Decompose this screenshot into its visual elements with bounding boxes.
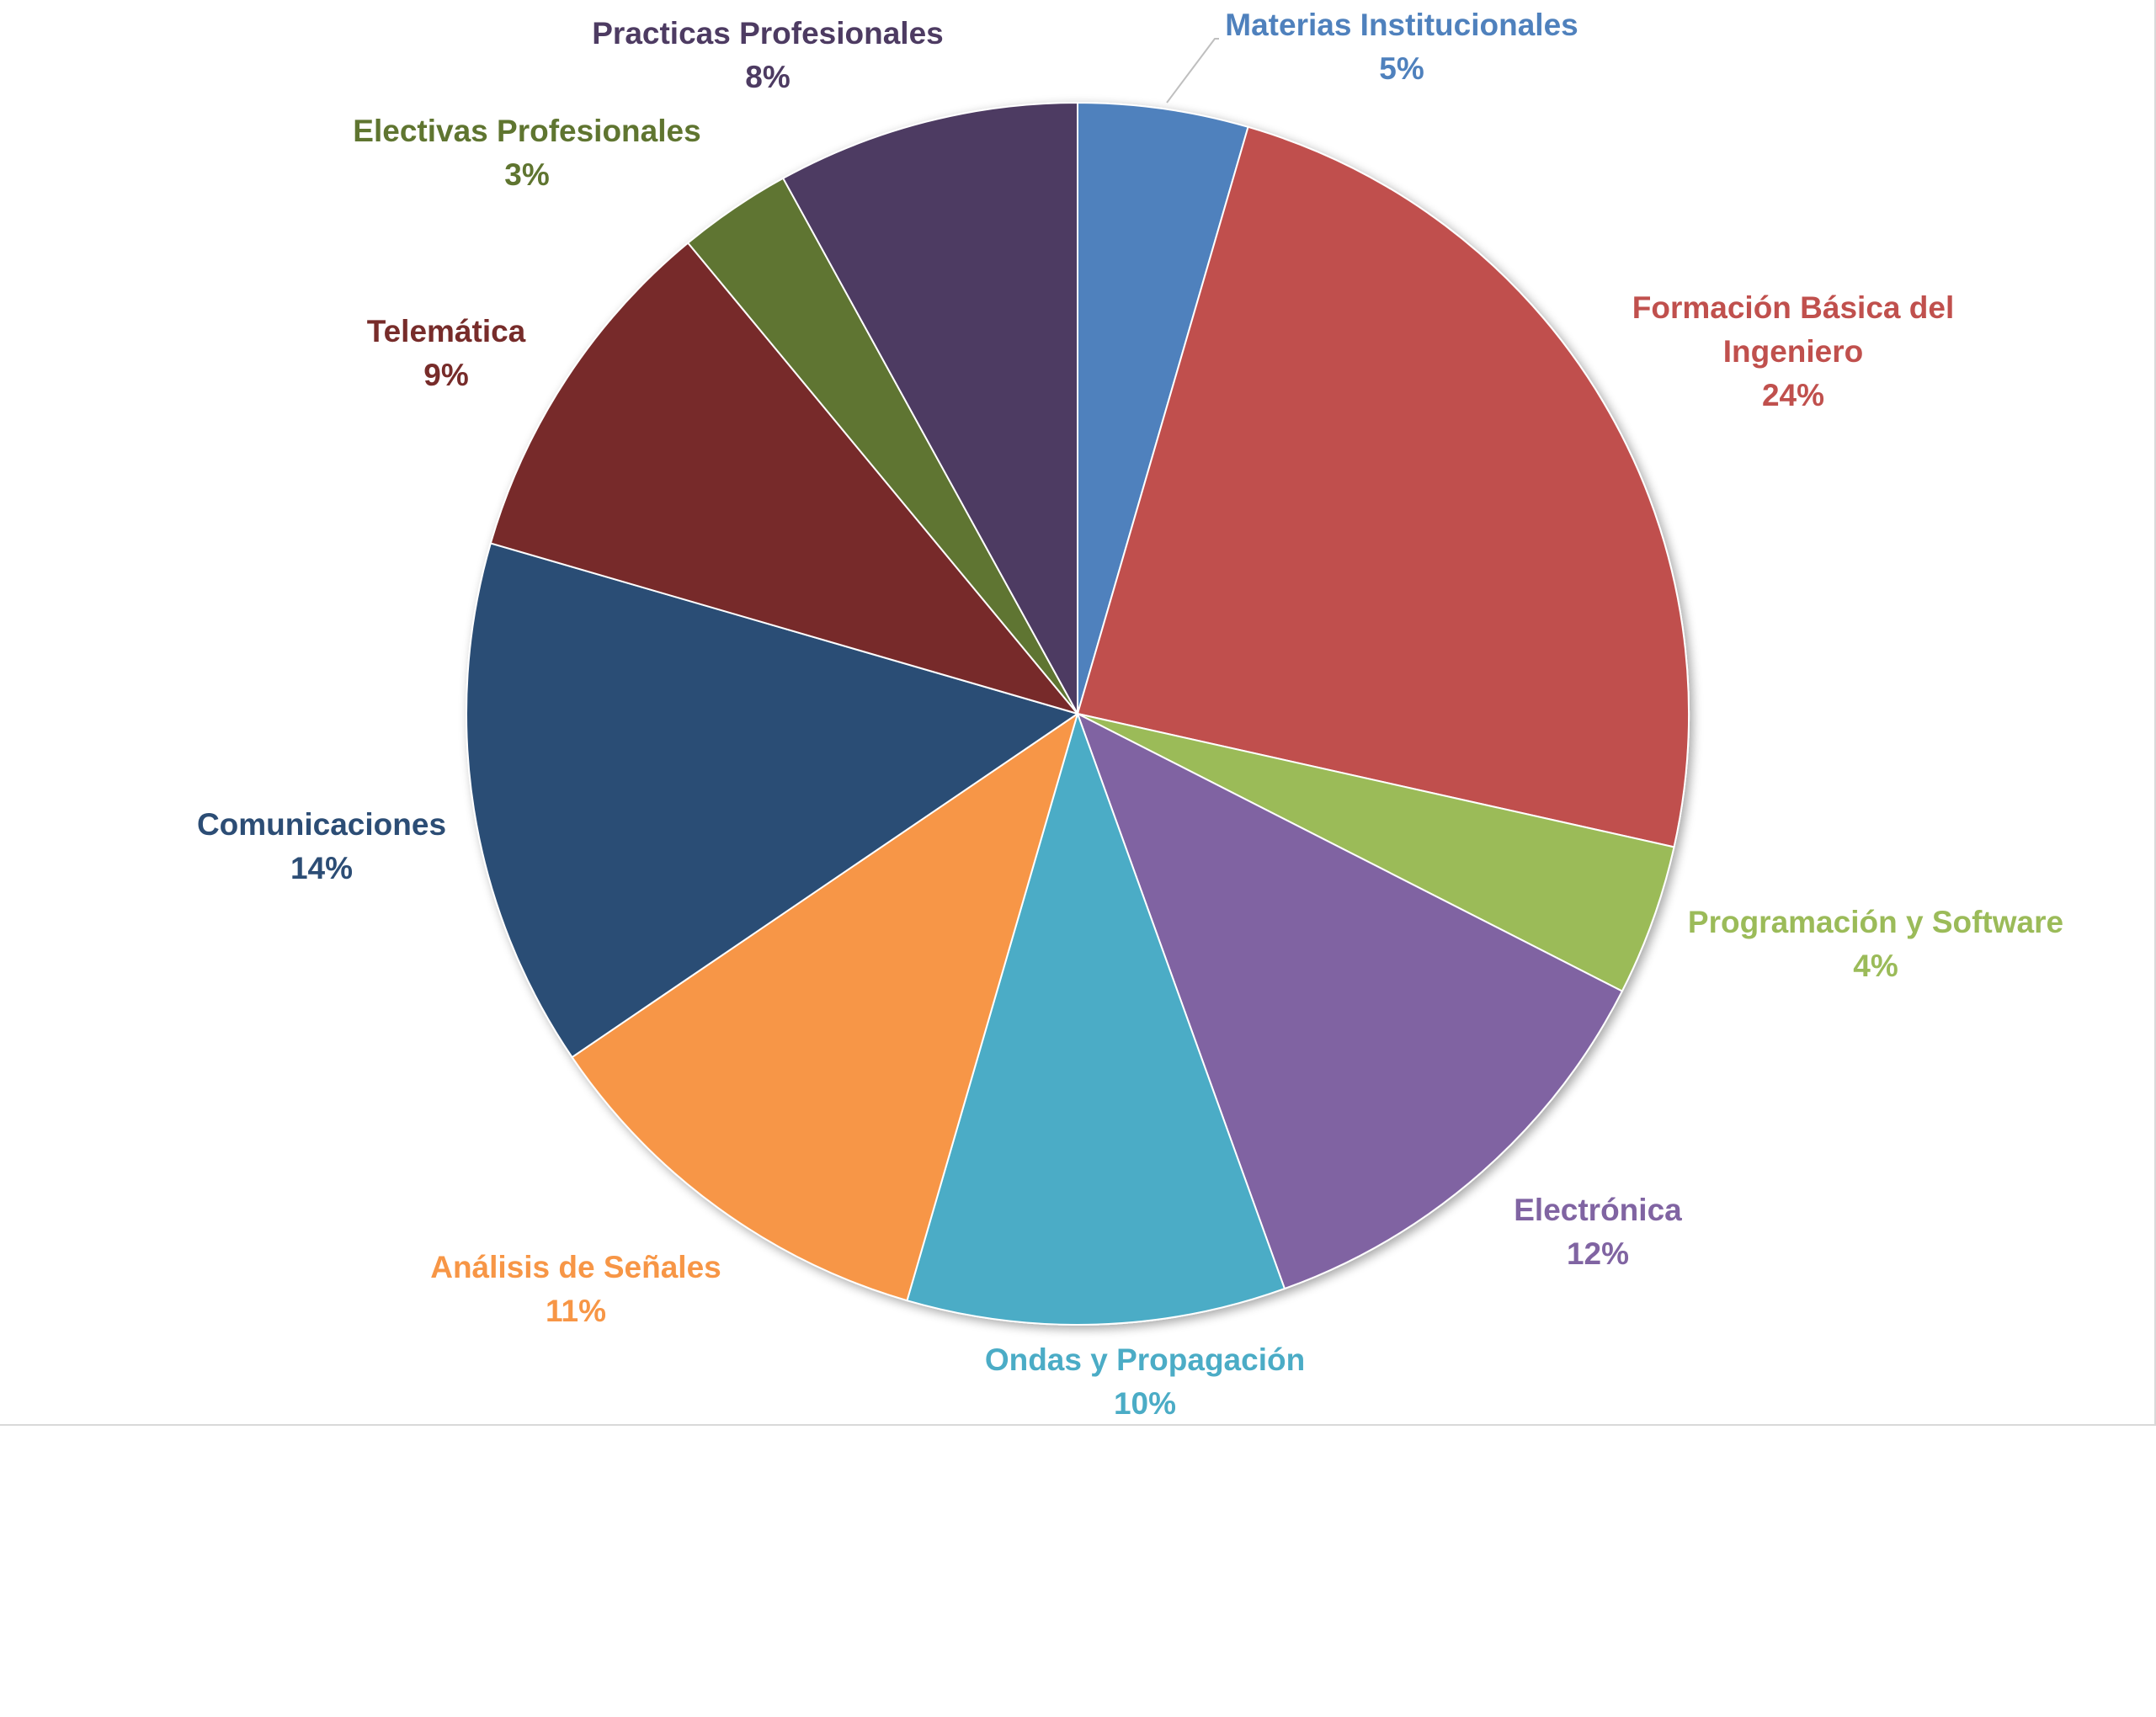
- slice-percent-9: 8%: [745, 60, 790, 94]
- slice-percent-5: 11%: [546, 1294, 606, 1328]
- slice-name-0: Materias Institucionales: [1225, 8, 1578, 42]
- leader-line-0: [1166, 38, 1219, 104]
- slice-name-1: Ingeniero: [1723, 334, 1864, 369]
- slice-label-3: Electrónica 12%: [1514, 1193, 1682, 1271]
- pie-slice-4: [906, 710, 1286, 1326]
- pie-slice-0: [1077, 101, 1249, 715]
- pie-slices: [466, 101, 1690, 1326]
- slice-percent-2: 4%: [1853, 949, 1898, 983]
- pie-slice-2: [1077, 713, 1675, 992]
- slice-name-2: Programación y Software: [1688, 905, 2063, 939]
- pie-slice-7: [489, 242, 1080, 715]
- slice-label-5: Análisis de Señales 11%: [430, 1250, 721, 1328]
- pie-slice-3: [1076, 711, 1624, 1290]
- slice-labels: Materias Institucionales 5% Formación Bási…: [197, 8, 2063, 1421]
- slice-percent-7: 9%: [423, 358, 468, 392]
- slice-name-7: Telemática: [367, 314, 526, 348]
- slice-label-6: Comunicaciones 14%: [197, 807, 446, 885]
- slice-percent-4: 10%: [1114, 1386, 1176, 1421]
- slice-label-8: Electivas Profesionales 3%: [353, 114, 700, 192]
- slice-percent-1: 24%: [1762, 378, 1824, 412]
- slice-name-6: Comunicaciones: [197, 807, 446, 842]
- slice-name-4: Ondas y Propagación: [985, 1342, 1305, 1377]
- pie-slice-5: [571, 711, 1079, 1302]
- pie-chart: Materias Institucionales 5% Formación Bási…: [197, 8, 2063, 1421]
- leader-lines: [1166, 38, 1219, 104]
- slice-name-3: Electrónica: [1514, 1193, 1682, 1227]
- slice-label-4: Ondas y Propagación 10%: [985, 1342, 1305, 1421]
- slice-name-5: Análisis de Señales: [430, 1250, 721, 1284]
- slice-percent-0: 5%: [1379, 51, 1424, 86]
- chart-frame: Materias Institucionales 5% Formación Bási…: [0, 0, 2156, 1426]
- slice-label-1: Formación Básica del Ingeniero 24%: [1632, 290, 1954, 412]
- slice-percent-8: 3%: [504, 157, 549, 192]
- slice-name-1: Formación Básica del: [1632, 290, 1954, 325]
- slice-label-2: Programación y Software 4%: [1688, 905, 2063, 983]
- slice-percent-3: 12%: [1567, 1236, 1629, 1271]
- slice-label-7: Telemática 9%: [367, 314, 526, 392]
- slice-name-8: Electivas Profesionales: [353, 114, 700, 148]
- pie-slice-1: [1076, 125, 1690, 848]
- pie-slice-6: [466, 542, 1080, 1059]
- slice-label-0: Materias Institucionales 5%: [1225, 8, 1578, 86]
- pie-slice-9: [781, 101, 1078, 715]
- slice-percent-6: 14%: [290, 851, 353, 885]
- slice-label-9: Practicas Profesionales 8%: [592, 16, 944, 94]
- slice-name-9: Practicas Profesionales: [592, 16, 944, 50]
